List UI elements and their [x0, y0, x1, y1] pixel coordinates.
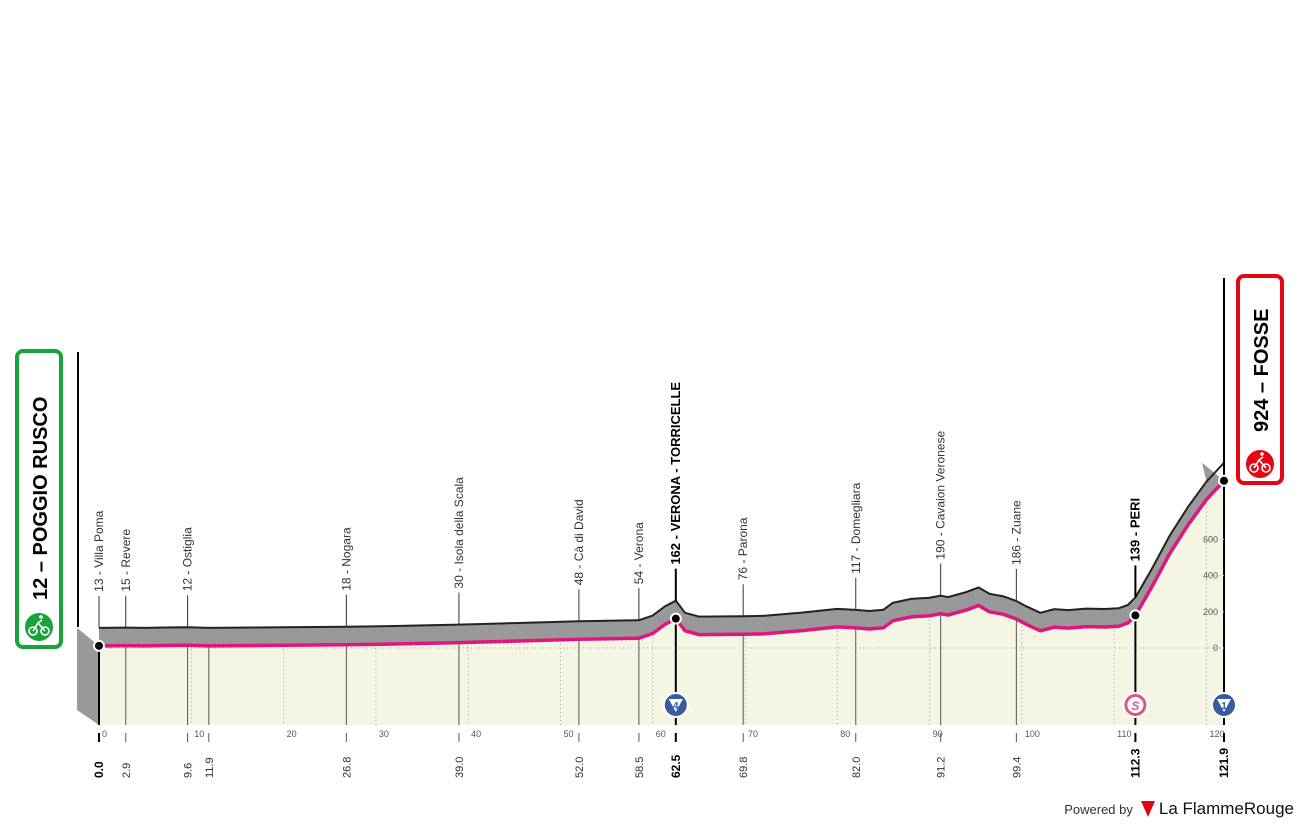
km-tick-label: 10 [194, 729, 204, 739]
profile-background [99, 480, 1224, 725]
km-mark-label: 26.8 [341, 757, 353, 778]
town-label: 12 - Ostiglia [181, 527, 195, 591]
route-line-path [98, 479, 1226, 648]
footer: Powered by La FlammeRouge [1064, 799, 1294, 819]
km-tick-label: 80 [840, 729, 850, 739]
km-tick-label: 100 [1025, 729, 1040, 739]
alt-tick-label: 600 [1203, 534, 1218, 544]
sprint-icon: S [1122, 692, 1149, 718]
town-label: 54 - Verona [632, 522, 646, 584]
km-mark-label: 9.6 [183, 763, 195, 778]
alt-tick-label: 0 [1213, 643, 1218, 653]
start-badge: 12 – POGGIO RUSCO [15, 349, 63, 649]
town-labels: 13 - Villa Poma 15 - Revere 12 - Ostiglia 1… [92, 382, 1142, 628]
km-mark-label: 62.5 [669, 754, 683, 778]
km-mark-label: 2.9 [121, 763, 133, 778]
km-tick-label: 50 [563, 729, 573, 739]
town-label: 139 - PERI [1127, 498, 1142, 562]
finish-cyclist-icon [1244, 448, 1276, 480]
km-mark-label: 39.0 [454, 757, 466, 778]
town-label: 76 - Parona [736, 517, 750, 580]
town-label: 186 - Zuane [1009, 500, 1023, 565]
town-label: 162 - VERONA - TORRICELLE [668, 382, 683, 565]
sprint-label: S [1131, 699, 1139, 713]
km-mark-label: 91.2 [936, 757, 948, 778]
town-label: 13 - Villa Poma [92, 510, 106, 591]
profile-band [99, 462, 1224, 646]
km-tick-label: 0 [102, 729, 107, 739]
profile-base-fill [99, 480, 1224, 725]
waypoint-dot [1129, 609, 1142, 622]
km-mark-label: 99.4 [1011, 757, 1023, 778]
town-label: 117 - Domegliara [849, 482, 863, 573]
town-label: 190 - Cavaion Veronese [934, 431, 948, 560]
town-label: 15 - Revere [119, 529, 133, 592]
svg-text:12 – POGGIO RUSC: 12 – POGGIO RUSCO [30, 397, 52, 600]
waypoint-dot [669, 612, 682, 625]
km-mark-label: 52.0 [574, 757, 586, 778]
start-altitude: 12 [30, 578, 52, 600]
km-mark-label: 0.0 [92, 761, 106, 778]
km-mark-label: 121.9 [1217, 748, 1231, 778]
climb-category-label: 4 [673, 701, 679, 712]
brand-name: La FlammeRouge [1158, 799, 1294, 818]
profile-left-wall [77, 627, 99, 725]
start-name: POGGIO RUSCO [30, 397, 52, 556]
climb-category-icon: 1 [1211, 692, 1237, 718]
flamme-rouge-icon [1140, 801, 1155, 817]
altitude-axis: 0 200 400 600 [1203, 534, 1224, 653]
alt-tick-label: 200 [1203, 607, 1218, 617]
km-mark-label: 11.9 [204, 757, 216, 778]
km-mark-label: 112.3 [1128, 748, 1142, 778]
route-line [98, 479, 1226, 648]
km-tick-label: 20 [287, 729, 297, 739]
km-mark-label: 69.8 [738, 757, 750, 778]
finish-badge: 924 – FOSSE [1236, 274, 1284, 485]
km-tick-label: 40 [471, 729, 481, 739]
finish-name: FOSSE [1251, 309, 1273, 377]
town-label: 30 - Isola della Scala [452, 477, 466, 589]
km-mark-label: 58.5 [634, 757, 646, 778]
powered-by-text: Powered by [1064, 801, 1133, 817]
finish-altitude: 924 [1251, 398, 1273, 432]
town-label: 48 - Cà di David [572, 499, 586, 585]
start-dot [93, 639, 105, 652]
brand-logo[interactable]: La FlammeRouge [1140, 799, 1294, 819]
km-tick-label: 60 [656, 729, 666, 739]
climb-category-label: 1 [1221, 701, 1227, 712]
km-gridlines [98, 499, 1224, 725]
climb-category-icon: 4 [662, 692, 689, 718]
km-mark-label: 82.0 [851, 757, 863, 778]
start-cyclist-icon [23, 611, 55, 643]
km-tick-label: 110 [1117, 729, 1131, 739]
km-tick-label: 30 [379, 729, 389, 739]
town-label: 18 - Nogara [339, 527, 353, 591]
elevation-profile [77, 278, 1225, 725]
climb-sprint-markers: 4 1 S [93, 474, 1237, 718]
km-tick-label: 120 [1209, 729, 1224, 739]
svg-text:924 – FOSSE: 924 – FOSSE [1251, 309, 1273, 432]
km-tick-label: 70 [748, 729, 758, 739]
profile-top-edge [98, 462, 1225, 629]
km-tick-label: 90 [933, 729, 943, 739]
alt-tick-label: 400 [1203, 571, 1218, 581]
finish-dot [1218, 474, 1230, 487]
